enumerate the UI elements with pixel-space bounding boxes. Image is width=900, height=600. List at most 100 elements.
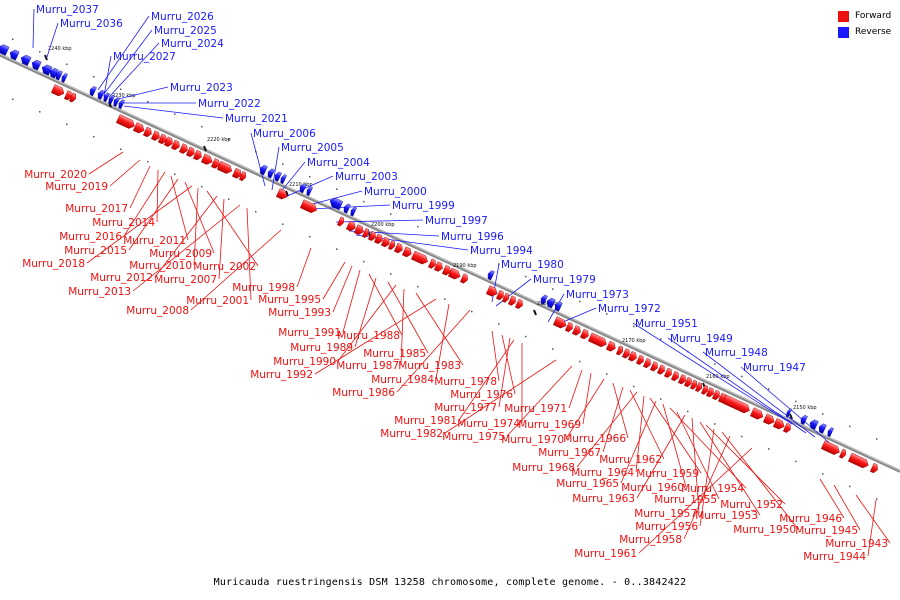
gene-label-murru-2007[interactable]: Murru_2007 bbox=[154, 274, 217, 286]
gene-label-murru-2037[interactable]: Murru_2037 bbox=[36, 4, 99, 16]
gene-label-murru-1945[interactable]: Murru_1945 bbox=[795, 525, 858, 537]
gene-leader-line bbox=[109, 159, 141, 187]
gene-label-murru-1970[interactable]: Murru_1970 bbox=[501, 434, 564, 446]
gene-label-murru-1986[interactable]: Murru_1986 bbox=[332, 387, 395, 399]
track-dot bbox=[525, 335, 527, 338]
gene-label-murru-1958[interactable]: Murru_1958 bbox=[619, 534, 682, 546]
gene-label-murru-1947[interactable]: Murru_1947 bbox=[743, 362, 806, 374]
gene-label-murru-1966[interactable]: Murru_1966 bbox=[563, 433, 626, 445]
gene-label-murru-1973[interactable]: Murru_1973 bbox=[566, 289, 629, 301]
reverse-gene bbox=[108, 94, 115, 105]
gene-label-murru-2003[interactable]: Murru_2003 bbox=[335, 171, 398, 183]
gene-label-murru-1980[interactable]: Murru_1980 bbox=[501, 259, 564, 271]
gene-label-murru-2010[interactable]: Murru_2010 bbox=[129, 260, 192, 272]
gene-label-murru-2005[interactable]: Murru_2005 bbox=[281, 142, 344, 154]
forward-gene bbox=[670, 370, 679, 382]
gene-label-murru-1974[interactable]: Murru_1974 bbox=[457, 418, 520, 430]
track-dot bbox=[525, 275, 527, 278]
gene-label-murru-1951[interactable]: Murru_1951 bbox=[635, 318, 698, 330]
gene-label-murru-2013[interactable]: Murru_2013 bbox=[68, 286, 131, 298]
gene-label-murru-1965[interactable]: Murru_1965 bbox=[556, 478, 619, 490]
track-dot bbox=[93, 136, 95, 138]
gene-label-murru-1988[interactable]: Murru_1988 bbox=[337, 330, 400, 342]
gene-label-murru-1957[interactable]: Murru_1957 bbox=[634, 508, 697, 520]
gene-label-murru-1977[interactable]: Murru_1977 bbox=[434, 402, 497, 414]
gene-label-murru-2012[interactable]: Murru_2012 bbox=[90, 272, 153, 284]
gene-leader-line bbox=[387, 281, 429, 354]
gene-label-murru-2016[interactable]: Murru_2016 bbox=[59, 231, 122, 243]
gene-label-murru-1972[interactable]: Murru_1972 bbox=[598, 303, 661, 315]
gene-label-murru-1981[interactable]: Murru_1981 bbox=[394, 415, 457, 427]
gene-label-murru-2021[interactable]: Murru_2021 bbox=[225, 113, 288, 125]
gene-label-murru-1955[interactable]: Murru_1955 bbox=[654, 494, 717, 506]
gene-label-murru-1963[interactable]: Murru_1963 bbox=[572, 493, 635, 505]
gene-label-murru-1960[interactable]: Murru_1960 bbox=[621, 482, 684, 494]
gene-label-murru-1999[interactable]: Murru_1999 bbox=[392, 200, 455, 212]
gene-label-murru-1959[interactable]: Murru_1959 bbox=[636, 468, 699, 480]
gene-label-murru-1943[interactable]: Murru_1943 bbox=[825, 538, 888, 550]
gene-label-murru-1989[interactable]: Murru_1989 bbox=[290, 342, 353, 354]
gene-label-murru-1969[interactable]: Murru_1969 bbox=[518, 419, 581, 431]
gene-label-murru-2022[interactable]: Murru_2022 bbox=[198, 98, 261, 110]
gene-label-murru-2017[interactable]: Murru_2017 bbox=[65, 203, 128, 215]
gene-label-murru-1949[interactable]: Murru_1949 bbox=[670, 333, 733, 345]
gene-label-murru-1950[interactable]: Murru_1950 bbox=[733, 524, 796, 536]
gene-label-murru-2024[interactable]: Murru_2024 bbox=[161, 38, 224, 50]
gene-label-murru-2000[interactable]: Murru_2000 bbox=[364, 186, 427, 198]
gene-label-murru-1987[interactable]: Murru_1987 bbox=[336, 360, 399, 372]
gene-label-murru-2036[interactable]: Murru_2036 bbox=[60, 18, 123, 30]
gene-label-murru-1971[interactable]: Murru_1971 bbox=[504, 403, 567, 415]
gene-label-murru-2002[interactable]: Murru_2002 bbox=[193, 261, 256, 273]
gene-label-murru-1985[interactable]: Murru_1985 bbox=[363, 348, 426, 360]
gene-label-murru-2006[interactable]: Murru_2006 bbox=[253, 128, 316, 140]
gene-label-murru-2011[interactable]: Murru_2011 bbox=[123, 235, 186, 247]
gene-label-murru-2026[interactable]: Murru_2026 bbox=[151, 11, 214, 23]
gene-label-murru-2018[interactable]: Murru_2018 bbox=[22, 258, 85, 270]
gene-label-murru-1946[interactable]: Murru_1946 bbox=[779, 513, 842, 525]
gene-label-murru-1962[interactable]: Murru_1962 bbox=[599, 454, 662, 466]
gene-label-murru-1953[interactable]: Murru_1953 bbox=[695, 510, 758, 522]
gene-label-murru-1997[interactable]: Murru_1997 bbox=[425, 215, 488, 227]
gene-label-murru-1983[interactable]: Murru_1983 bbox=[398, 360, 461, 372]
gene-label-murru-2004[interactable]: Murru_2004 bbox=[307, 157, 370, 169]
gene-label-murru-2027[interactable]: Murru_2027 bbox=[113, 51, 176, 63]
forward-gene bbox=[216, 160, 233, 174]
gene-label-murru-2025[interactable]: Murru_2025 bbox=[154, 25, 217, 37]
gene-label-murru-2009[interactable]: Murru_2009 bbox=[149, 248, 212, 260]
gene-label-murru-1956[interactable]: Murru_1956 bbox=[635, 521, 698, 533]
gene-label-murru-1944[interactable]: Murru_1944 bbox=[803, 551, 866, 563]
gene-label-murru-1954[interactable]: Murru_1954 bbox=[681, 483, 744, 495]
gene-leader-line bbox=[568, 369, 583, 409]
gene-label-murru-1979[interactable]: Murru_1979 bbox=[533, 274, 596, 286]
gene-label-murru-2001[interactable]: Murru_2001 bbox=[186, 295, 249, 307]
gene-label-murru-1976[interactable]: Murru_1976 bbox=[450, 389, 513, 401]
gene-label-murru-1998[interactable]: Murru_1998 bbox=[232, 282, 295, 294]
gene-label-murru-1975[interactable]: Murru_1975 bbox=[442, 431, 505, 443]
gene-label-murru-1982[interactable]: Murru_1982 bbox=[380, 428, 443, 440]
gene-label-murru-1952[interactable]: Murru_1952 bbox=[720, 499, 783, 511]
gene-label-murru-1978[interactable]: Murru_1978 bbox=[434, 376, 497, 388]
gene-leader-line bbox=[636, 414, 686, 499]
gene-label-murru-2008[interactable]: Murru_2008 bbox=[126, 305, 189, 317]
gene-label-murru-1961[interactable]: Murru_1961 bbox=[574, 548, 637, 560]
gene-label-murru-1991[interactable]: Murru_1991 bbox=[278, 327, 341, 339]
gene-label-murru-1984[interactable]: Murru_1984 bbox=[371, 374, 434, 386]
gene-label-murru-2015[interactable]: Murru_2015 bbox=[64, 245, 127, 257]
gene-label-murru-1992[interactable]: Murru_1992 bbox=[250, 369, 313, 381]
gene-label-murru-1994[interactable]: Murru_1994 bbox=[470, 245, 533, 257]
gene-label-murru-1996[interactable]: Murru_1996 bbox=[441, 231, 504, 243]
gene-label-murru-1967[interactable]: Murru_1967 bbox=[538, 447, 601, 459]
gene-label-murru-1948[interactable]: Murru_1948 bbox=[705, 347, 768, 359]
gene-label-murru-1990[interactable]: Murru_1990 bbox=[273, 356, 336, 368]
forward-gene bbox=[157, 133, 167, 145]
gene-label-murru-2014[interactable]: Murru_2014 bbox=[92, 217, 155, 229]
gene-label-murru-1964[interactable]: Murru_1964 bbox=[571, 467, 634, 479]
gene-label-murru-1968[interactable]: Murru_1968 bbox=[512, 462, 575, 474]
gene-label-murru-2019[interactable]: Murru_2019 bbox=[45, 181, 108, 193]
track-dot bbox=[282, 163, 284, 165]
gene-leader-line bbox=[342, 269, 361, 333]
gene-label-murru-1993[interactable]: Murru_1993 bbox=[268, 307, 331, 319]
gene-label-murru-2023[interactable]: Murru_2023 bbox=[170, 82, 233, 94]
gene-label-murru-2020[interactable]: Murru_2020 bbox=[24, 169, 87, 181]
gene-label-murru-1995[interactable]: Murru_1995 bbox=[258, 294, 321, 306]
